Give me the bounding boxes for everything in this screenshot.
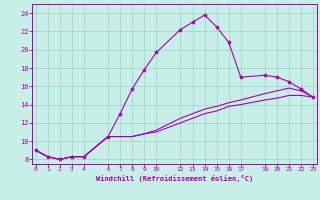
X-axis label: Windchill (Refroidissement éolien,°C): Windchill (Refroidissement éolien,°C) <box>96 175 253 182</box>
